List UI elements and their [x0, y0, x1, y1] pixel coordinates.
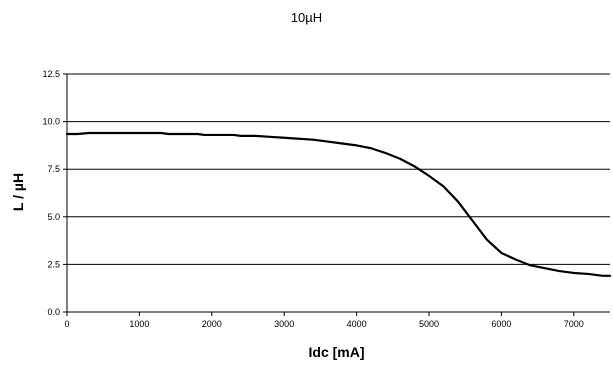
axes: [63, 73, 610, 316]
x-tick-label-2: 2000: [202, 319, 222, 329]
chart-title: 10µH: [290, 10, 323, 25]
y-tick-label-2: 5.0: [47, 212, 60, 222]
series-layer: [65, 131, 612, 277]
x-tick-label-6: 6000: [491, 319, 511, 329]
x-tick-label-7: 7000: [564, 319, 584, 329]
x-tick-label-0: 0: [64, 319, 69, 329]
gridlines: [67, 73, 610, 265]
x-axis-label: Idc [mA]: [308, 344, 365, 360]
y-tick-label-3: 7.5: [47, 164, 60, 174]
y-tick-label-5: 12.5: [42, 69, 60, 79]
y-tick-label-1: 2.5: [47, 259, 60, 269]
y-tick-label-4: 10.0: [42, 117, 60, 127]
x-tick-label-3: 3000: [274, 319, 294, 329]
y-tick-label-0: 0.0: [47, 307, 60, 317]
x-tick-label-4: 4000: [347, 319, 367, 329]
x-tick-label-5: 5000: [419, 319, 439, 329]
x-tick-label-1: 1000: [129, 319, 149, 329]
tick-labels: 0.0 2.5 5.0 7.5 10.0 12.5 0 1000 2000 3000 4000 500…: [42, 69, 583, 329]
series-line-0: [65, 131, 612, 277]
